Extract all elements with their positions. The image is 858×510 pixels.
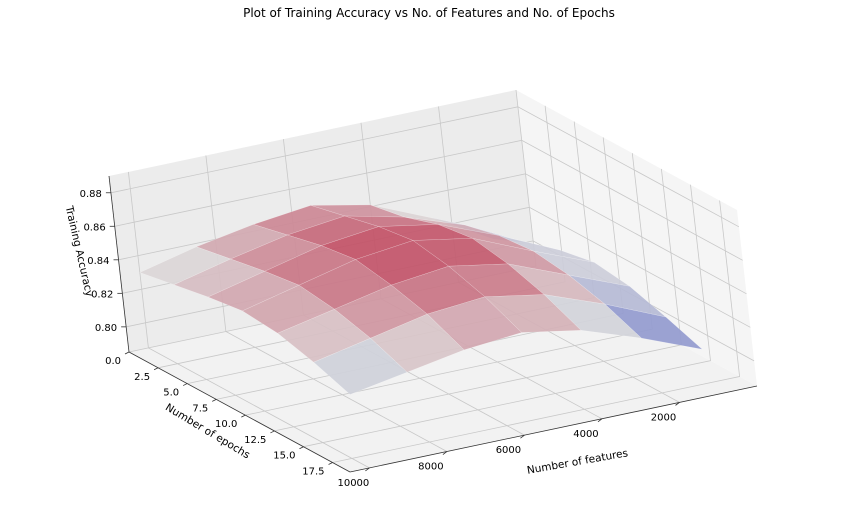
- features-axis-line: [349, 385, 758, 473]
- x-axis-label: Number of features: [526, 447, 629, 477]
- grid-line-accuracy: [114, 139, 743, 261]
- y-tick-mark: [270, 430, 275, 434]
- z-axis-label: Training Accuracy: [62, 204, 95, 298]
- surface-patch: [313, 337, 408, 395]
- y-tick-label: 2.5: [134, 372, 150, 383]
- z-tick-label: 0.86: [83, 222, 105, 233]
- x-tick-mark: [442, 451, 448, 455]
- axis-lines: [108, 175, 758, 473]
- z-tick-label: 0.82: [91, 289, 113, 300]
- surface-mesh: [139, 204, 704, 395]
- x-tick-label: 2000: [651, 412, 676, 423]
- x-tick-mark: [675, 402, 680, 406]
- y-tick-label: 10.0: [215, 419, 237, 430]
- x-tick-label: 6000: [496, 445, 521, 456]
- y-tick-mark: [328, 462, 333, 465]
- y-tick-mark: [124, 351, 130, 355]
- y-tick-mark: [212, 399, 217, 402]
- z-tick-label: 0.84: [87, 256, 109, 267]
- x-tick-label: 8000: [418, 462, 443, 473]
- x-tick-label: 10000: [337, 478, 369, 489]
- y-tick-mark: [153, 367, 159, 371]
- grid-line-epoch: [332, 200, 741, 463]
- x-tick-mark: [365, 467, 370, 472]
- y-tick-mark: [182, 383, 188, 386]
- tick-labels: 2000 4000 6000 8000 10000 0.0 2.5 5.0 7.5 10.0 12.…: [80, 189, 680, 489]
- grid-line-epoch: [303, 184, 711, 448]
- y-tick-label: 12.5: [244, 435, 266, 446]
- y-tick-label: 15.0: [273, 451, 295, 462]
- epochs-axis-line: [128, 351, 351, 473]
- x-tick-mark: [520, 434, 525, 439]
- z-tick-label: 0.80: [95, 323, 117, 334]
- grid-line-accuracy: [110, 106, 740, 228]
- x-tick-label: 4000: [573, 429, 598, 440]
- y-tick-label: 17.5: [302, 467, 324, 478]
- right-pane: [516, 90, 757, 386]
- chart-title: Plot of Training Accuracy vs No. of Feat…: [243, 6, 615, 20]
- accuracy-axis-line: [108, 175, 130, 353]
- y-tick-mark: [241, 414, 246, 418]
- y-tick-label: 5.0: [163, 388, 179, 399]
- x-tick-mark: [597, 418, 603, 423]
- z-tick-label: 0.88: [80, 189, 102, 200]
- y-tick-mark: [299, 446, 304, 450]
- y-tick-label: 0.0: [105, 356, 121, 367]
- y-tick-label: 7.5: [192, 403, 208, 414]
